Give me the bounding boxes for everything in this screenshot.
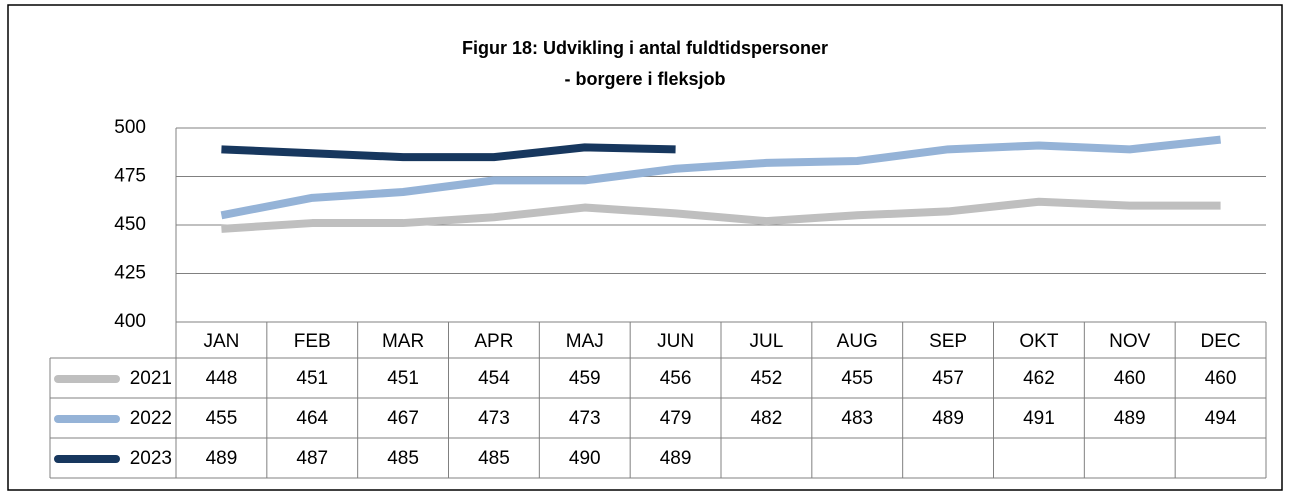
table-value: 448	[206, 368, 238, 389]
x-tick-label: APR	[474, 331, 513, 352]
line-series	[220, 135, 1222, 220]
table-value: 456	[660, 368, 692, 389]
line-series	[221, 197, 1221, 233]
table-value: 479	[660, 408, 692, 429]
table-value: 459	[569, 368, 601, 389]
x-tick-label: NOV	[1109, 331, 1151, 352]
legend-label: 2022	[130, 408, 172, 429]
x-tick-label: SEP	[929, 331, 967, 352]
x-tick-label: JUL	[750, 331, 784, 352]
x-tick-label: OKT	[1019, 331, 1058, 352]
legend-label: 2021	[130, 368, 172, 389]
y-tick-label: 425	[114, 263, 146, 284]
table-value: 452	[751, 368, 783, 389]
table-value: 455	[841, 368, 873, 389]
table-value: 473	[569, 408, 601, 429]
y-tick-label: 500	[114, 117, 146, 138]
table-value: 473	[478, 408, 510, 429]
table-value: 489	[932, 408, 964, 429]
table-value: 455	[206, 408, 238, 429]
table-value: 489	[206, 448, 238, 469]
y-tick-label: 475	[114, 166, 146, 187]
y-tick-label: 450	[114, 214, 146, 235]
chart-subtitle: - borgere i fleksjob	[564, 69, 725, 89]
table-value: 485	[478, 448, 510, 469]
legend-label: 2023	[130, 448, 172, 469]
table-value: 494	[1205, 408, 1237, 429]
x-tick-label: JAN	[203, 331, 239, 352]
table-value: 485	[387, 448, 419, 469]
table-value: 467	[387, 408, 419, 429]
table-value: 482	[751, 408, 783, 429]
table-value: 451	[387, 368, 419, 389]
table-value: 487	[296, 448, 328, 469]
y-tick-label: 400	[114, 311, 146, 332]
table-value: 490	[569, 448, 601, 469]
x-tick-label: JUN	[657, 331, 694, 352]
table-value: 489	[1114, 408, 1146, 429]
x-tick-label: MAJ	[566, 331, 604, 352]
table-value: 460	[1114, 368, 1146, 389]
x-tick-label: FEB	[294, 331, 331, 352]
x-tick-label: DEC	[1201, 331, 1241, 352]
table-value: 454	[478, 368, 510, 389]
table-value: 483	[841, 408, 873, 429]
table-value: 464	[296, 408, 328, 429]
x-tick-label: AUG	[837, 331, 878, 352]
chart-title: Figur 18: Udvikling i antal fuldtidspers…	[462, 38, 828, 58]
table-value: 491	[1023, 408, 1055, 429]
line-series	[221, 143, 676, 162]
table-value: 457	[932, 368, 964, 389]
table-value: 451	[296, 368, 328, 389]
table-value: 460	[1205, 368, 1237, 389]
chart-border	[7, 4, 1283, 491]
table-value: 462	[1023, 368, 1055, 389]
table-value: 489	[660, 448, 692, 469]
x-tick-label: MAR	[382, 331, 424, 352]
